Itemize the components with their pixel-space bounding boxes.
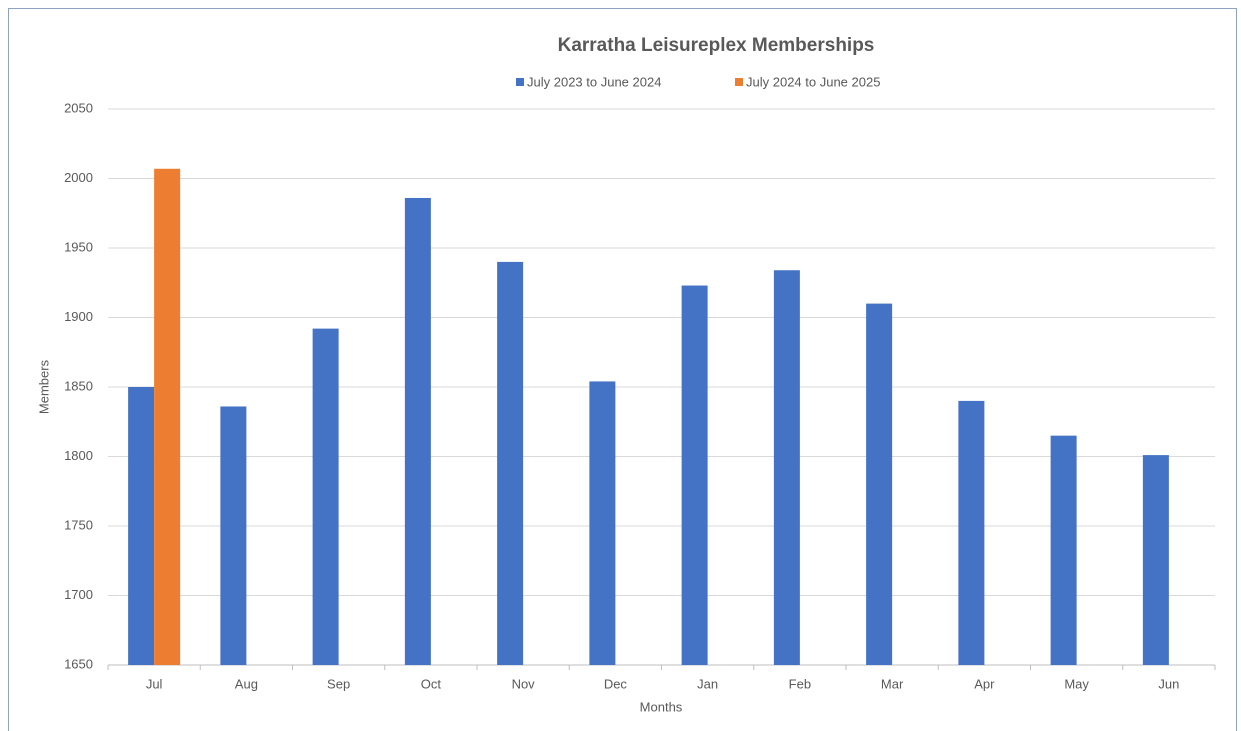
x-tick-label: Oct [421,676,442,691]
bar [681,285,708,665]
x-tick-label: Nov [512,676,536,691]
x-tick-label: Jul [146,676,163,691]
bar [312,328,339,665]
y-tick-label: 1800 [64,448,93,463]
x-tick-label: Aug [235,676,258,691]
y-tick-label: 2050 [64,100,93,115]
bar [128,387,155,665]
x-tick-label: Apr [974,676,995,691]
legend-swatch [516,78,524,86]
chart-title: Karratha Leisureplex Memberships [558,35,875,56]
bar [1050,435,1077,665]
y-tick-label: 1900 [64,309,93,324]
bar [154,168,181,665]
bar [866,303,893,665]
y-tick-label: 2000 [64,170,93,185]
bar [404,197,431,665]
x-tick-label: Jun [1158,676,1179,691]
bar [589,381,616,665]
bar [958,400,985,665]
x-tick-label: Sep [327,676,350,691]
bar [497,261,524,665]
bar [1142,455,1169,665]
legend-label: July 2023 to June 2024 [527,74,661,89]
y-tick-label: 1650 [64,656,93,671]
bar [220,406,247,665]
x-tick-label: Mar [881,676,904,691]
x-tick-label: Jan [697,676,718,691]
y-tick-label: 1850 [64,378,93,393]
y-tick-label: 1950 [64,239,93,254]
bar [773,270,800,665]
legend-label: July 2024 to June 2025 [746,74,880,89]
x-tick-label: Dec [604,676,628,691]
y-axis-label: Members [36,359,51,414]
chart-frame [8,8,1237,731]
x-axis-label: Months [640,699,683,714]
y-tick-label: 1750 [64,517,93,532]
x-tick-label: Feb [789,676,811,691]
y-tick-label: 1700 [64,587,93,602]
legend-swatch [735,78,743,86]
x-tick-label: May [1064,676,1089,691]
